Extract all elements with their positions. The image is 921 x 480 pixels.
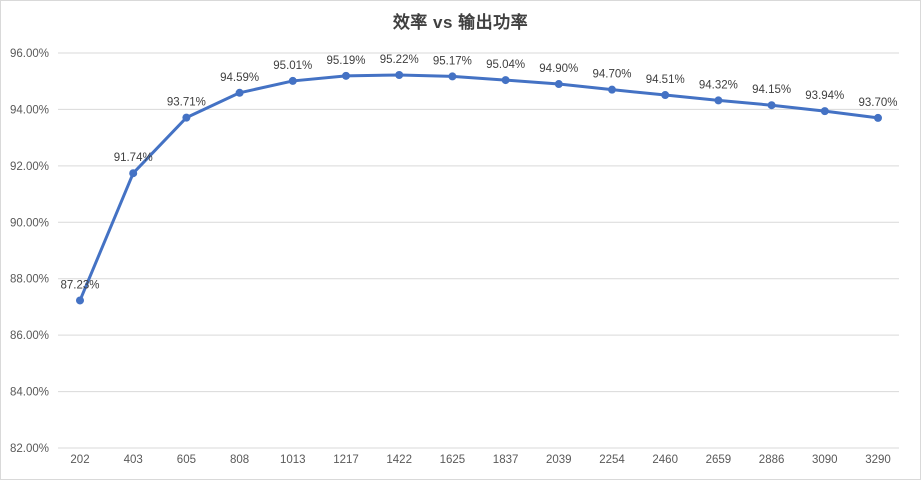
data-point-marker — [820, 107, 829, 116]
data-point-label: 95.01% — [273, 60, 312, 72]
data-point-marker — [182, 113, 191, 122]
x-axis-tick-label: 2460 — [652, 454, 678, 466]
x-axis-tick-label: 403 — [124, 454, 143, 466]
data-point-label: 94.70% — [592, 69, 631, 81]
efficiency-line-series — [78, 73, 880, 302]
data-point-label: 93.70% — [858, 97, 897, 109]
data-point-label: 93.94% — [805, 90, 844, 102]
y-axis-tick-label: 82.00% — [10, 443, 49, 455]
data-point-label: 95.22% — [380, 54, 419, 66]
x-axis-tick-label: 202 — [70, 454, 89, 466]
data-point-marker — [661, 91, 670, 100]
y-axis-tick-label: 96.00% — [10, 48, 49, 60]
x-axis-tick-label: 2039 — [546, 454, 572, 466]
data-point-label: 94.15% — [752, 84, 791, 96]
data-point-marker — [342, 71, 350, 80]
x-axis-tick-label: 605 — [177, 454, 196, 466]
data-point-label: 94.90% — [539, 63, 578, 75]
y-axis-tick-label: 84.00% — [10, 387, 49, 399]
data-point-marker — [76, 296, 84, 305]
data-point-marker — [501, 76, 510, 85]
y-axis-tick-label: 90.00% — [10, 217, 49, 229]
data-point-label: 94.32% — [699, 79, 738, 91]
x-axis-tick-label: 1625 — [440, 454, 466, 466]
y-axis-tick-label: 88.00% — [10, 274, 49, 286]
data-point-label: 95.19% — [326, 55, 365, 67]
x-axis-tick-label: 3090 — [812, 454, 838, 466]
data-point-marker — [608, 85, 616, 94]
data-point-label: 93.71% — [167, 97, 206, 109]
data-point-marker — [395, 71, 404, 80]
data-point-label: 94.59% — [220, 72, 259, 84]
x-axis-tick-label: 1013 — [280, 454, 306, 466]
x-axis-tick-label: 1422 — [386, 454, 412, 466]
data-point-marker — [235, 88, 244, 97]
data-point-marker — [288, 76, 297, 85]
data-point-marker — [129, 169, 138, 178]
data-point-label: 91.74% — [114, 152, 153, 164]
x-axis-tick-label: 3290 — [865, 454, 891, 466]
x-axis-tick-label: 1217 — [333, 454, 359, 466]
data-point-label: 95.17% — [433, 55, 472, 67]
data-point-marker — [448, 72, 457, 81]
x-axis-tick-label: 1837 — [493, 454, 519, 466]
data-point-label: 94.51% — [646, 74, 685, 86]
x-axis-tick-label: 2254 — [599, 454, 625, 466]
data-point-marker — [767, 101, 776, 110]
data-point-marker — [554, 80, 563, 89]
x-axis-tick-label: 808 — [230, 454, 249, 466]
chart-title: 效率 vs 输出功率 — [392, 13, 529, 32]
x-axis-tick-label: 2886 — [759, 454, 785, 466]
data-point-label: 95.04% — [486, 59, 525, 71]
x-axis-tick-label: 2659 — [706, 454, 732, 466]
y-axis-tick-label: 94.00% — [10, 104, 49, 116]
y-axis-tick-label: 86.00% — [10, 330, 49, 342]
data-point-marker — [874, 113, 882, 122]
data-point-label: 87.23% — [60, 279, 99, 291]
data-point-marker — [714, 96, 723, 105]
y-axis-tick-label: 92.00% — [10, 161, 49, 173]
